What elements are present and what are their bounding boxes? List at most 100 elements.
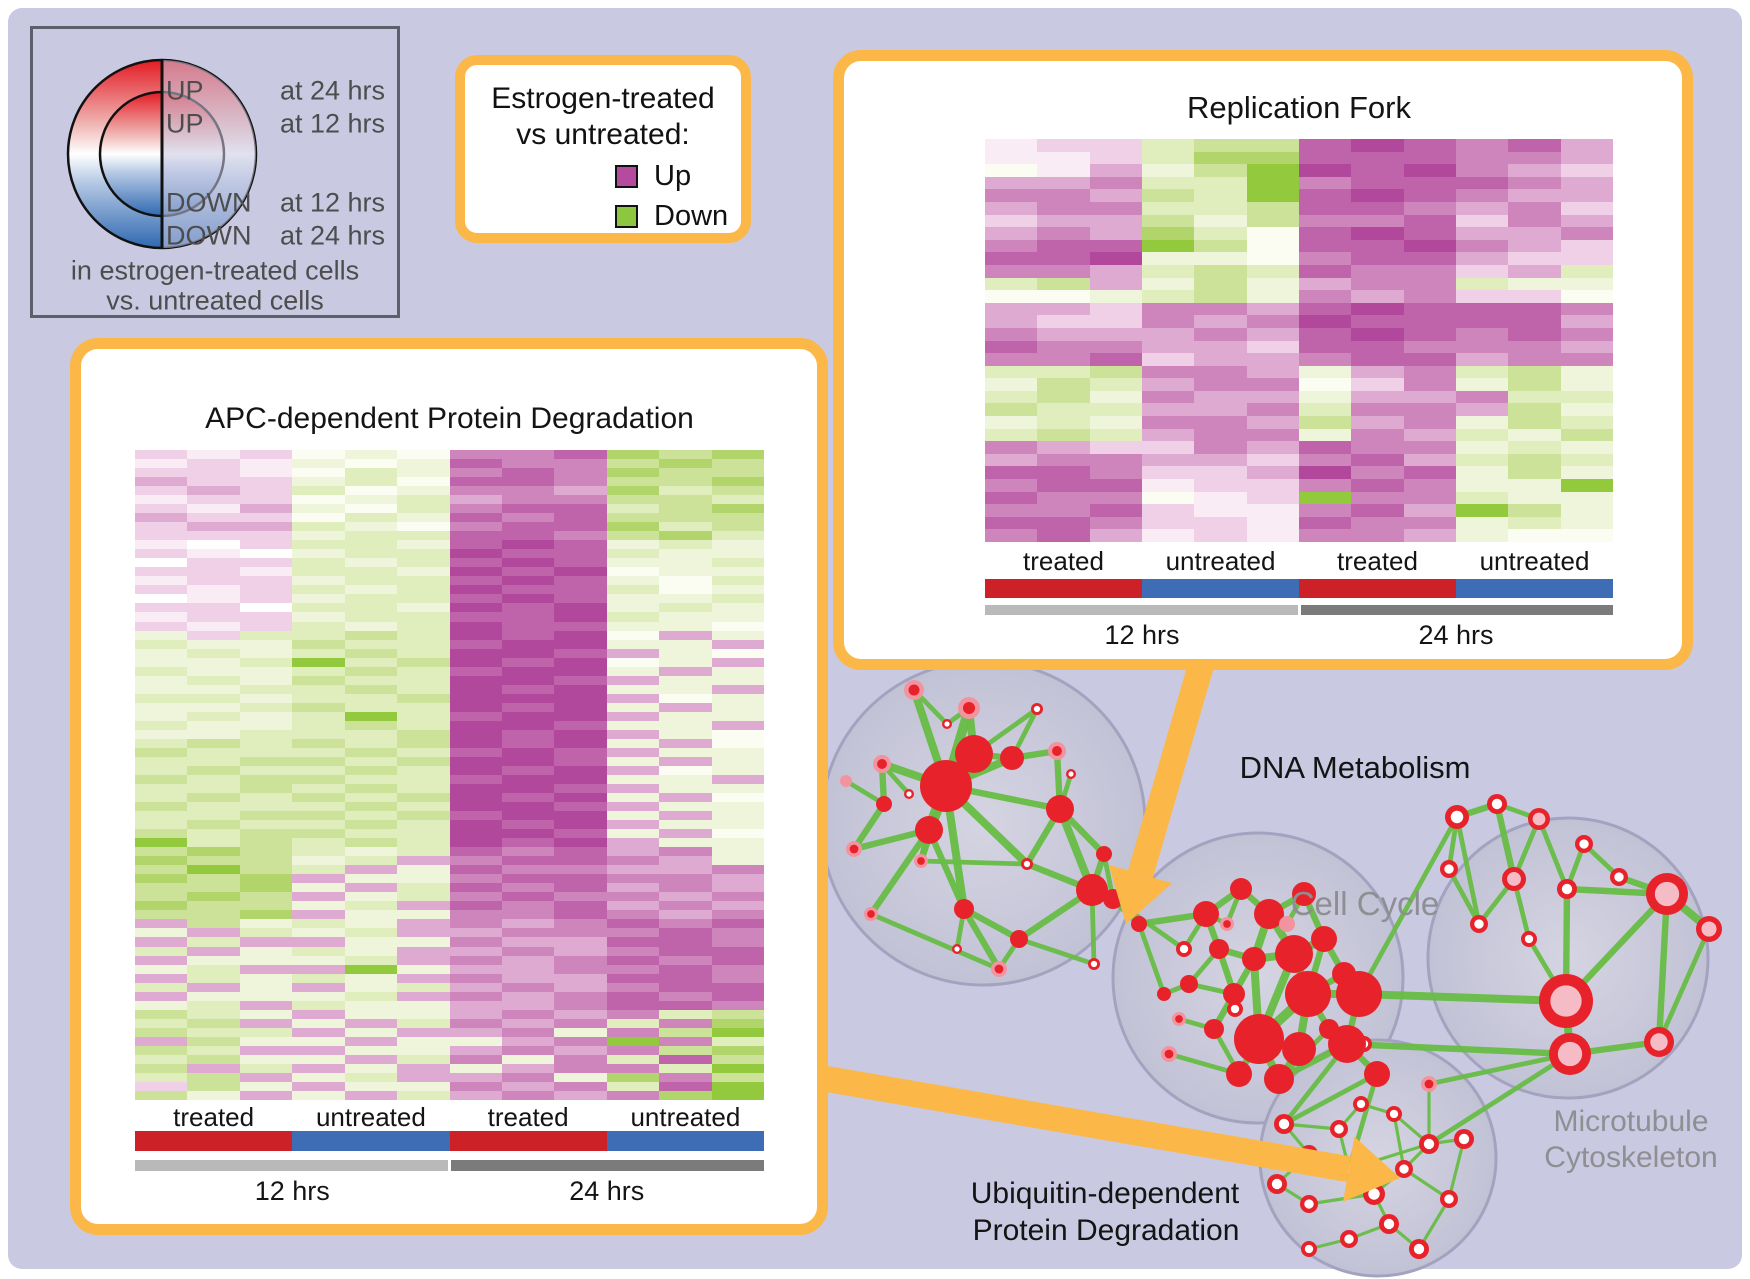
heatmap-cell — [501, 820, 555, 830]
heatmap-cell — [606, 477, 660, 487]
heatmap-cell — [1508, 390, 1561, 404]
heatmap-cell — [292, 450, 345, 460]
heatmap-cell — [1351, 353, 1404, 366]
heatmap-cell — [1246, 340, 1299, 354]
network-edge — [960, 905, 1023, 943]
heatmap-cell — [449, 919, 502, 929]
heatmap-cell — [1351, 252, 1404, 265]
heatmap-cell — [501, 729, 555, 739]
heatmap-cell — [239, 747, 293, 757]
heatmap-cell — [1194, 151, 1247, 165]
heatmap-cell — [397, 702, 450, 712]
heatmap-cell — [292, 1018, 345, 1028]
legend-down-24-dir: DOWN — [166, 220, 252, 251]
gene-node-core — [1223, 920, 1231, 928]
heatmap-cell — [397, 838, 450, 848]
heatmap-cell — [239, 883, 293, 893]
heatmap-cell — [554, 702, 607, 712]
heatmap-cell — [1298, 479, 1352, 492]
heatmap-cell — [292, 630, 345, 640]
heatmap-cell — [187, 648, 240, 658]
heatmap-cell — [1298, 239, 1352, 253]
heatmap-cell — [292, 973, 345, 983]
gene-node-core — [1413, 1243, 1425, 1255]
heatmap-cell — [1194, 264, 1247, 278]
heatmap-cell — [1455, 239, 1509, 253]
heatmap-cell — [397, 1063, 450, 1073]
heatmap-cell — [292, 802, 345, 812]
apc-group-bars — [135, 1131, 764, 1151]
heatmap-cell — [135, 648, 188, 658]
heatmap-cell — [292, 621, 345, 631]
heatmap-cell — [1455, 151, 1509, 165]
heatmap-cell — [1560, 441, 1613, 454]
heatmap-cell — [554, 1054, 607, 1064]
heatmap-cell — [239, 693, 293, 703]
heatmap-cell — [1246, 189, 1299, 202]
heatmap-cell — [239, 576, 293, 586]
heatmap-cell — [344, 1090, 398, 1100]
heatmap-cell — [135, 666, 188, 676]
heatmap-cell — [1246, 441, 1299, 454]
direction-legend-title-line2: vs untreated: — [516, 118, 690, 151]
heatmap-cell — [344, 838, 398, 848]
arrow-shaft — [1127, 644, 1219, 878]
heatmap-cell — [239, 594, 293, 604]
heatmap-cell — [1351, 139, 1404, 152]
heatmap-cell — [1089, 227, 1142, 240]
heatmap-cell — [239, 567, 293, 577]
heatmap-cell — [449, 693, 502, 703]
heatmap-cell — [1560, 252, 1613, 265]
heatmap-cell — [1560, 390, 1613, 404]
heatmap-cell — [397, 856, 450, 866]
heatmap-cell — [711, 666, 764, 676]
gene-node-core — [1524, 934, 1534, 944]
heatmap-cell — [239, 666, 293, 676]
heatmap-cell — [187, 1045, 240, 1055]
heatmap-cell — [1194, 353, 1247, 366]
heatmap-cell — [711, 964, 764, 974]
heatmap-cell — [554, 820, 607, 830]
heatmap-cell — [239, 558, 293, 568]
heatmap-cell — [711, 856, 764, 866]
heatmap-cell — [292, 1063, 345, 1073]
heatmap-cell — [292, 1000, 345, 1010]
heatmap-cell — [135, 928, 188, 938]
heatmap-cell — [397, 901, 450, 911]
arrow-head-icon — [1343, 1136, 1400, 1202]
heatmap-cell — [606, 793, 660, 803]
heatmap-cell — [985, 227, 1038, 240]
heatmap-cell — [187, 711, 240, 721]
heatmap-cell — [344, 1072, 398, 1082]
heatmap-cell — [135, 747, 188, 757]
heatmap-cell — [1508, 302, 1561, 316]
heatmap-cell — [1298, 491, 1352, 505]
heatmap-cell — [711, 459, 764, 469]
heatmap-cell — [659, 729, 712, 739]
heatmap-cell — [135, 711, 188, 721]
heatmap-cell — [239, 955, 293, 965]
heatmap-cell — [501, 1018, 555, 1028]
heatmap-cell — [344, 675, 398, 685]
heatmap-cell — [1455, 315, 1509, 328]
heatmap-cell — [501, 513, 555, 523]
heatmap-cell — [397, 1090, 450, 1100]
heatmap-cell — [1246, 139, 1299, 152]
heatmap-cell — [711, 901, 764, 911]
heatmap-cell — [449, 1036, 502, 1046]
heatmap-cell — [449, 865, 502, 875]
heatmap-cell — [501, 991, 555, 1001]
heatmap-cell — [1403, 516, 1456, 530]
gene-node-core — [1458, 1133, 1470, 1145]
gene-node-core — [1444, 1194, 1454, 1204]
heatmap-cell — [397, 793, 450, 803]
heatmap-cell — [397, 1027, 450, 1037]
heatmap-cell — [501, 558, 555, 568]
heatmap-cell — [187, 982, 240, 992]
heatmap-cell — [449, 468, 502, 478]
heatmap-cell — [239, 1027, 293, 1037]
heatmap-cell — [501, 738, 555, 748]
heatmap-cell — [449, 774, 502, 785]
heatmap-cell — [239, 657, 293, 667]
heatmap-cell — [1298, 340, 1352, 354]
